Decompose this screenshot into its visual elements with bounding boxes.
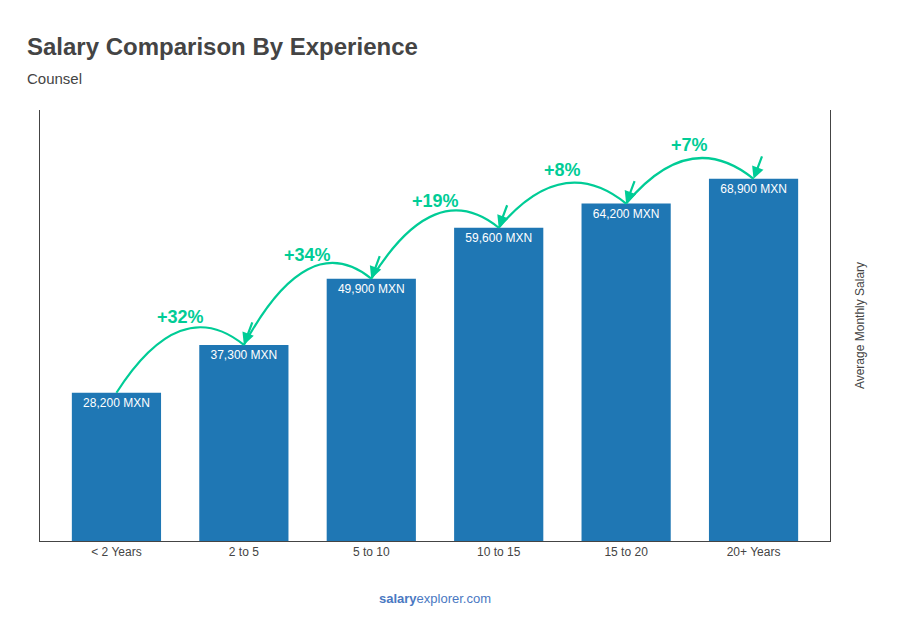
svg-text:49,900 MXN: 49,900 MXN: [338, 282, 405, 296]
svg-text:< 2 Years: < 2 Years: [91, 545, 141, 559]
svg-text:Salary Comparison By Experienc: Salary Comparison By Experience: [27, 33, 418, 60]
svg-text:salaryexplorer.com: salaryexplorer.com: [379, 591, 491, 606]
svg-text:+19%: +19%: [412, 191, 459, 211]
svg-text:+32%: +32%: [157, 307, 204, 327]
svg-text:Counsel: Counsel: [27, 70, 82, 87]
svg-text:59,600 MXN: 59,600 MXN: [465, 231, 532, 245]
svg-text:+8%: +8%: [544, 160, 581, 180]
svg-text:20+ Years: 20+ Years: [727, 545, 781, 559]
svg-text:15 to 20: 15 to 20: [604, 545, 648, 559]
svg-text:10 to 15: 10 to 15: [477, 545, 521, 559]
svg-text:+34%: +34%: [284, 245, 331, 265]
svg-text:Average Monthly Salary: Average Monthly Salary: [853, 262, 867, 389]
svg-text:2 to 5: 2 to 5: [229, 545, 259, 559]
svg-text:28,200 MXN: 28,200 MXN: [83, 396, 150, 410]
svg-text:5 to 10: 5 to 10: [353, 545, 390, 559]
svg-text:37,300 MXN: 37,300 MXN: [211, 348, 278, 362]
svg-text:64,200 MXN: 64,200 MXN: [593, 207, 660, 221]
svg-text:68,900 MXN: 68,900 MXN: [720, 182, 787, 196]
svg-text:+7%: +7%: [671, 135, 708, 155]
